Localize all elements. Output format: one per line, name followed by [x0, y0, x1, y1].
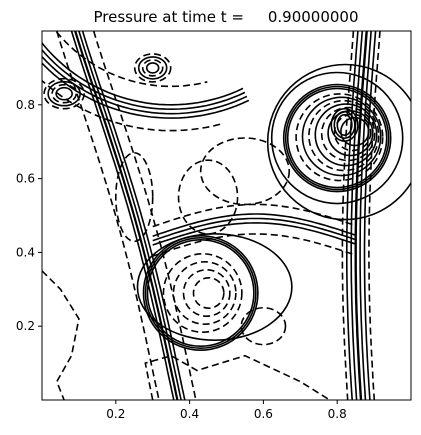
- contour-line: [295, 93, 384, 182]
- contour-line: [266, 63, 411, 221]
- contour-line: [354, 31, 368, 400]
- contour-line: [43, 77, 85, 110]
- contour-line: [270, 71, 404, 205]
- contour-line: [51, 83, 77, 104]
- x-tick-label: 0.2: [106, 407, 125, 421]
- contour-line: [152, 203, 356, 228]
- y-tick-label: 0.6: [16, 172, 35, 186]
- contour-line: [42, 48, 246, 111]
- contour-line: [133, 53, 172, 83]
- contour-line: [47, 80, 81, 107]
- contour-line: [42, 61, 250, 119]
- contour-line: [301, 96, 382, 177]
- contour-line: [346, 31, 359, 400]
- contour-line: [363, 31, 377, 400]
- contour-line: [177, 159, 239, 235]
- contour-line: [341, 31, 355, 400]
- contour-line: [152, 217, 356, 242]
- contour-line: [92, 31, 197, 400]
- contour-line: [142, 234, 259, 351]
- contour-line: [146, 238, 255, 347]
- contour-line: [56, 31, 160, 400]
- contour-line: [199, 137, 291, 206]
- contour-line: [144, 354, 331, 400]
- contour-line: [74, 31, 179, 400]
- x-tick-label: 0.8: [328, 407, 347, 421]
- contour-line: [55, 86, 73, 101]
- contour-line: [368, 31, 381, 400]
- x-axis: 0.2 0.4 0.6 0.8: [106, 400, 347, 421]
- x-tick-label: 0.6: [254, 407, 273, 421]
- contour-line: [284, 85, 390, 191]
- contour-line: [172, 260, 237, 325]
- y-tick-label: 0.4: [16, 245, 35, 259]
- contour-line: [182, 268, 231, 317]
- contour-line: [152, 213, 356, 237]
- y-tick-label: 0.2: [16, 319, 35, 333]
- contour-line: [70, 31, 175, 400]
- contour-line: [162, 252, 243, 333]
- contour-line: [350, 31, 364, 400]
- contour-line: [152, 233, 356, 257]
- x-tick-label: 0.4: [180, 407, 199, 421]
- contour-line: [308, 99, 380, 172]
- contour-line: [330, 107, 359, 142]
- contour-line: [314, 103, 378, 167]
- contour-line: [336, 113, 353, 136]
- contour-lines: [42, 31, 411, 400]
- contour-line: [286, 87, 388, 189]
- contour-line: [359, 31, 372, 400]
- contour-line: [282, 83, 392, 193]
- contour-line: [144, 236, 257, 349]
- contour-line: [192, 276, 225, 309]
- plot-frame: [41, 30, 412, 401]
- contour-line: [141, 59, 164, 77]
- contour-line: [42, 270, 80, 400]
- contour-line: [42, 55, 248, 115]
- contour-line: [152, 222, 356, 246]
- contour-line: [240, 306, 287, 346]
- contour-line: [145, 62, 160, 74]
- contour-line: [137, 56, 168, 80]
- contour-line: [333, 113, 372, 152]
- contour-line: [42, 41, 244, 106]
- contour-line: [81, 31, 186, 400]
- contour-line: [115, 151, 154, 243]
- contour-line: [42, 79, 223, 132]
- contour-line: [320, 106, 376, 162]
- y-tick-label: 0.8: [16, 98, 35, 112]
- chart-title: Pressure at time t = 0.90000000: [93, 8, 358, 26]
- y-axis: 0.2 0.4 0.6 0.8: [16, 98, 42, 333]
- contour-line: [54, 31, 208, 88]
